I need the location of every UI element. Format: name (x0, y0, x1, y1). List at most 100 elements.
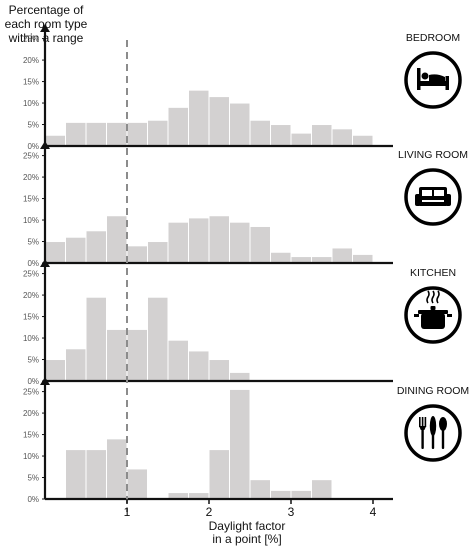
x-tick-label: 4 (370, 505, 377, 519)
y-tick-label: 15% (23, 78, 39, 87)
panels: 0% 5% 10% 15% 20% 25% BEDROOM 0% 5% 10% 15% 20% 25% L… (23, 24, 469, 504)
histogram-bar (188, 217, 210, 264)
histogram-bar (106, 121, 128, 147)
y-tick-label: 20% (23, 56, 39, 65)
histogram-bar (106, 328, 128, 382)
histogram-bar (65, 348, 87, 382)
y-tick-label: 10% (23, 99, 39, 108)
histogram-bar (229, 221, 251, 264)
y-axis-arrow (40, 141, 50, 149)
histogram-bar (65, 449, 87, 500)
bed-icon (404, 51, 462, 109)
panel-dining-room: 0% 5% 10% 15% 20% 25% DINING ROOM (23, 377, 469, 504)
histogram-bar (270, 124, 292, 147)
y-axis-arrow (40, 377, 50, 385)
y-tick-label: 0% (27, 259, 39, 268)
panel-title: DINING ROOM (397, 385, 469, 397)
x-tick-label: 2 (206, 505, 213, 519)
histogram-bar (331, 247, 353, 264)
histogram-bar (44, 359, 66, 382)
histogram-bar (65, 121, 87, 147)
y-tick-label: 5% (27, 474, 39, 483)
y-tick-label: 5% (27, 121, 39, 130)
histogram-bar (126, 121, 148, 147)
y-tick-label: 15% (23, 431, 39, 440)
histogram-bar (208, 96, 230, 147)
histogram-bar (85, 230, 107, 264)
y-axis-arrow (40, 259, 50, 267)
histogram-bar (249, 479, 271, 500)
histogram-bar (270, 251, 292, 264)
histogram-bar (106, 438, 128, 500)
y-tick-label: 15% (23, 313, 39, 322)
y-tick-label: 10% (23, 216, 39, 225)
histogram-bar (167, 221, 189, 264)
histogram-bar (208, 359, 230, 382)
x-tick-label: 3 (288, 505, 295, 519)
histogram-bar (331, 128, 353, 147)
histogram-bar (229, 102, 251, 147)
histogram-bar (85, 121, 107, 147)
y-tick-label: 0% (27, 377, 39, 386)
histogram-bar (126, 328, 148, 382)
histogram-bar (147, 119, 169, 147)
x-axis-title-line: Daylight factor (209, 519, 286, 533)
panel-title: LIVING ROOM (398, 149, 468, 161)
histogram-bar (147, 241, 169, 264)
y-axis-arrow (40, 24, 50, 32)
y-axis-title-line: each room type (5, 17, 88, 31)
histogram-bar (188, 350, 210, 382)
y-tick-label: 25% (23, 388, 39, 397)
histogram-bar (44, 134, 66, 147)
histogram-bar (167, 339, 189, 382)
histogram-bar (352, 253, 374, 264)
y-tick-label: 10% (23, 334, 39, 343)
histogram-bar (44, 241, 66, 264)
panel-title: KITCHEN (410, 267, 456, 279)
histogram-bar (208, 449, 230, 500)
histogram-bar (311, 124, 333, 147)
histogram-bar (65, 236, 87, 264)
panel-living-room: 0% 5% 10% 15% 20% 25% LIVING ROOM (23, 141, 468, 268)
y-tick-label: 25% (23, 270, 39, 279)
x-axis: 1 2 3 4 (124, 499, 377, 519)
histogram-bar (229, 388, 251, 500)
cutlery-icon (404, 404, 462, 462)
y-tick-label: 5% (27, 356, 39, 365)
panel-kitchen: 0% 5% 10% 15% 20% 25% KITCHEN (23, 259, 462, 386)
y-tick-label: 20% (23, 291, 39, 300)
histogram-bar (229, 371, 251, 382)
histogram-bar (249, 225, 271, 264)
y-tick-label: 15% (23, 195, 39, 204)
y-tick-label: 10% (23, 452, 39, 461)
histogram-bar (106, 215, 128, 264)
panel-title: BEDROOM (406, 32, 460, 44)
histogram-bar (249, 119, 271, 147)
histogram-bar (270, 489, 292, 500)
y-tick-label: 0% (27, 495, 39, 504)
x-axis-title-line: in a point [%] (212, 532, 281, 546)
x-tick-label: 1 (124, 505, 131, 519)
histogram-bar (290, 132, 312, 147)
histogram-bar (126, 245, 148, 264)
y-tick-label: 5% (27, 238, 39, 247)
pot-icon (404, 286, 462, 344)
histogram-bar (167, 106, 189, 147)
panel-bedroom: 0% 5% 10% 15% 20% 25% BEDROOM (23, 24, 462, 151)
y-tick-label: 0% (27, 142, 39, 151)
histogram-bar (208, 215, 230, 264)
histogram-bar (147, 296, 169, 382)
histogram-bar (290, 489, 312, 500)
y-axis-title-line: Percentage of (9, 3, 84, 17)
histogram-bar (188, 89, 210, 147)
histogram-bar (126, 468, 148, 500)
y-tick-label: 25% (23, 35, 39, 44)
histogram-bar (311, 479, 333, 500)
y-tick-label: 20% (23, 173, 39, 182)
y-tick-label: 25% (23, 152, 39, 161)
histogram-bar (85, 296, 107, 382)
